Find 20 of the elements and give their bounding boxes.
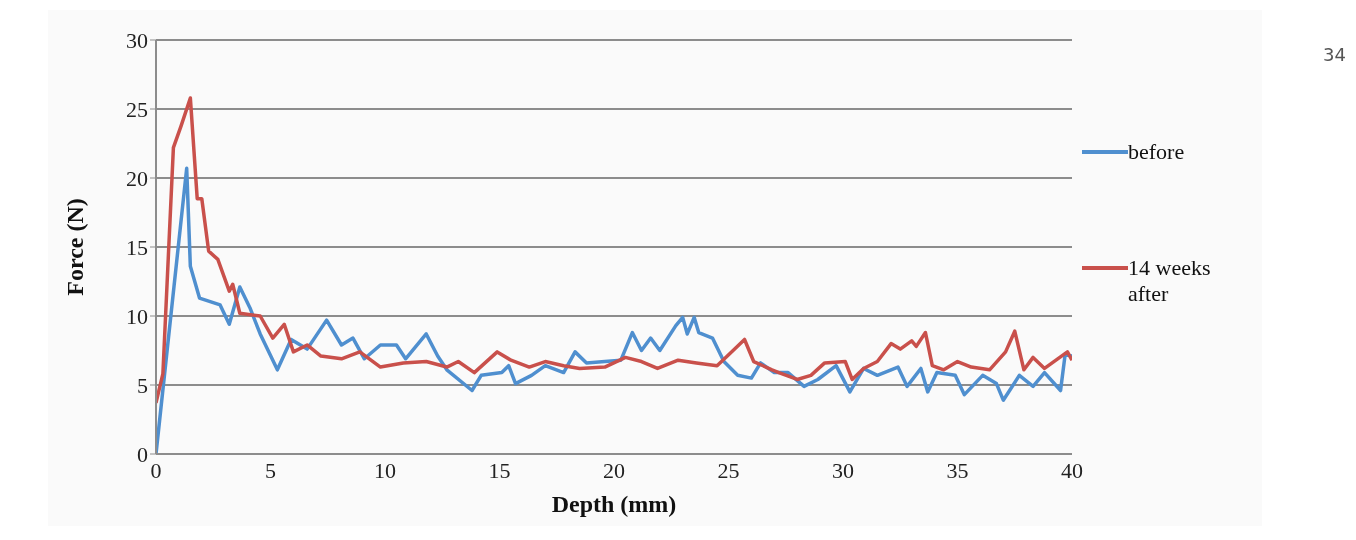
x-tick-label: 40 [1061,457,1083,483]
y-tick-label: 15 [126,234,148,260]
legend-label: 14 weeks after [1128,255,1212,307]
x-tick-label: 5 [265,457,276,483]
x-tick-label: 20 [603,457,625,483]
x-tick-label: 25 [717,457,740,483]
y-tick-label: 25 [126,96,148,122]
x-tick-label: 35 [946,457,969,483]
x-tick-label: 15 [488,457,511,483]
y-tick-label: 0 [137,441,148,467]
text: 34 [1323,44,1346,65]
y-tick-label: 5 [137,372,148,398]
y-axis-title: Force (N) [61,198,88,296]
y-tick-label: 20 [126,165,148,191]
x-axis-title: Depth (mm) [551,491,677,517]
y-tick-label: 30 [126,27,148,53]
y-tick-label: 10 [126,303,148,329]
x-tick-label: 10 [374,457,396,483]
legend-label: before [1128,139,1186,165]
x-tick-label: 30 [832,457,854,483]
